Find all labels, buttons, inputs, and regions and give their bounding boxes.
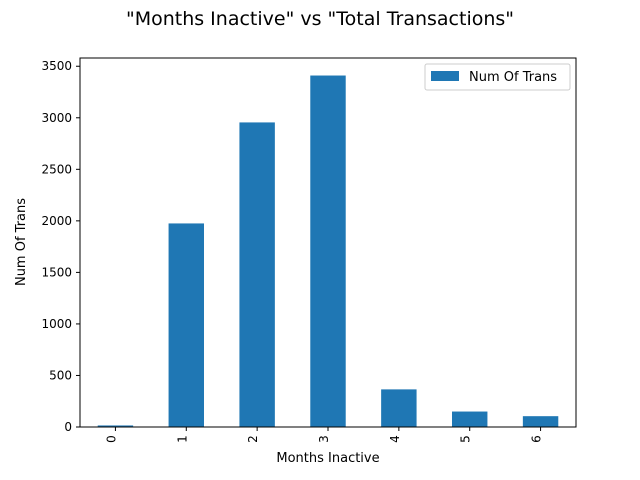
bar-3 xyxy=(310,75,346,428)
y-tick-label-3500: 3500 xyxy=(41,59,72,73)
x-tick-label-0: 0 xyxy=(104,435,118,443)
bar-2 xyxy=(239,122,275,428)
legend: Num Of Trans xyxy=(424,63,571,91)
bar-4 xyxy=(381,389,417,427)
y-axis-label: Num Of Trans xyxy=(14,198,29,286)
legend-swatch xyxy=(431,71,459,81)
y-tick-label-2500: 2500 xyxy=(41,162,72,176)
bars-group xyxy=(97,75,559,428)
legend-label: Num Of Trans xyxy=(469,70,557,85)
legend-box xyxy=(424,63,571,91)
bar-5 xyxy=(452,411,488,427)
x-tick-label-3: 3 xyxy=(317,435,331,443)
y-tick-label-1000: 1000 xyxy=(41,317,72,331)
x-tick-label-4: 4 xyxy=(388,435,402,443)
plot-frame xyxy=(79,57,577,428)
y-tick-label-3000: 3000 xyxy=(41,111,72,125)
bar-0 xyxy=(97,425,134,427)
bar-1 xyxy=(168,223,204,427)
x-axis: 0 1 2 3 4 5 6 xyxy=(104,427,544,443)
y-axis: 0 500 1000 1500 2000 2500 3000 3500 xyxy=(41,59,80,434)
x-tick-label-5: 5 xyxy=(459,435,473,443)
x-tick-label-1: 1 xyxy=(175,435,189,443)
bar-6 xyxy=(522,416,559,427)
y-tick-label-1500: 1500 xyxy=(41,265,72,279)
chart-title: "Months Inactive" vs "Total Transactions… xyxy=(126,8,514,30)
x-axis-label: Months Inactive xyxy=(276,451,379,466)
x-tick-label-6: 6 xyxy=(530,435,544,443)
y-tick-label-500: 500 xyxy=(49,368,72,382)
y-tick-label-2000: 2000 xyxy=(41,214,72,228)
x-tick-label-2: 2 xyxy=(246,435,260,443)
y-tick-label-0: 0 xyxy=(64,420,72,434)
